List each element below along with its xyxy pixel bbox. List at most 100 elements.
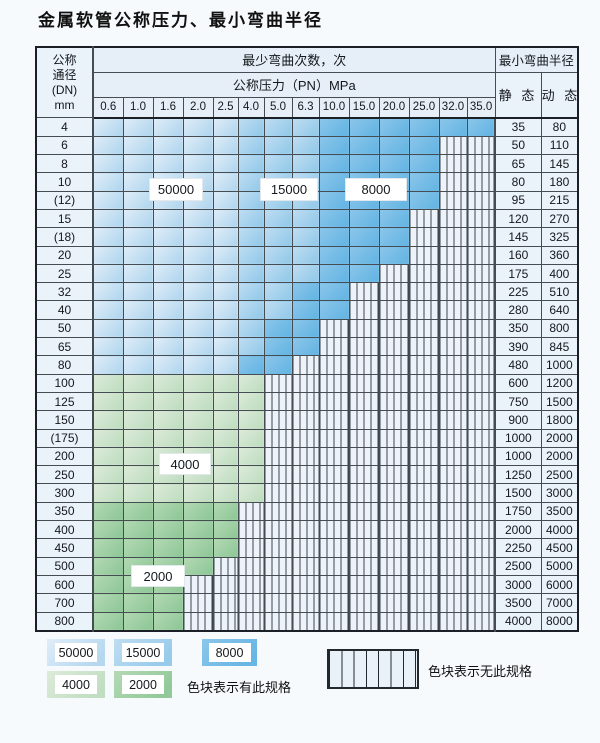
spec-cell-15000 xyxy=(237,208,265,229)
dn-column-header: 公称 通径 (DN) mm xyxy=(35,46,94,118)
no-spec-cell xyxy=(408,611,440,632)
no-spec-cell xyxy=(438,337,468,357)
dn-cell: 6 xyxy=(35,135,94,156)
no-spec-cell xyxy=(466,538,497,558)
no-spec-cell xyxy=(466,611,497,632)
dn-cell: 40 xyxy=(35,300,94,320)
no-spec-cell xyxy=(348,556,380,576)
static-radius-cell: 95 xyxy=(494,190,542,210)
static-radius-cell: 350 xyxy=(494,318,542,339)
spec-cell-50000 xyxy=(212,245,239,265)
no-spec-cell xyxy=(263,446,293,467)
spec-cell-2000 xyxy=(122,538,154,558)
spec-cell-50000 xyxy=(182,227,214,247)
no-spec-cell xyxy=(408,446,440,467)
spec-cell-4000 xyxy=(212,483,239,503)
no-spec-cell xyxy=(408,428,440,448)
static-radius-cell: 1000 xyxy=(494,446,542,467)
spec-cell-50000 xyxy=(152,355,184,375)
no-spec-cell xyxy=(237,556,265,576)
dynamic-radius-cell: 1200 xyxy=(540,373,579,393)
no-spec-cell xyxy=(466,465,497,485)
spec-cell-50000 xyxy=(212,154,239,174)
dn-cell: 20 xyxy=(35,245,94,265)
dn-cell: (18) xyxy=(35,227,94,247)
spec-cell-4000 xyxy=(237,465,265,485)
no-spec-cell xyxy=(438,611,468,632)
spec-cell-4000 xyxy=(182,483,214,503)
spec-cell-50000 xyxy=(122,318,154,339)
no-spec-cell xyxy=(318,574,350,595)
no-spec-cell xyxy=(318,373,350,393)
spec-cell-50000 xyxy=(152,318,184,339)
spec-cell-50000 xyxy=(122,300,154,320)
spec-cell-4000 xyxy=(237,410,265,430)
spec-cell-4000 xyxy=(122,483,154,503)
spec-cell-50000 xyxy=(122,154,154,174)
spec-cell-4000 xyxy=(122,410,154,430)
no-spec-cell xyxy=(438,538,468,558)
spec-cell-15000 xyxy=(237,245,265,265)
pressure-col-header: 2.0 xyxy=(182,96,214,119)
static-radius-cell: 120 xyxy=(494,208,542,229)
spec-cell-15000 xyxy=(263,208,293,229)
spec-cell-8000 xyxy=(291,282,320,302)
dynamic-radius-cell: 2500 xyxy=(540,465,579,485)
spec-cell-50000 xyxy=(122,337,154,357)
spec-cell-4000 xyxy=(212,391,239,412)
spec-cell-4000 xyxy=(237,483,265,503)
spec-cell-4000 xyxy=(152,373,184,393)
spec-cell-8000 xyxy=(318,172,350,192)
no-spec-cell xyxy=(291,611,320,632)
no-spec-cell xyxy=(408,282,440,302)
dynamic-radius-cell: 845 xyxy=(540,337,579,357)
no-spec-cell xyxy=(291,355,320,375)
spec-cell-8000 xyxy=(408,154,440,174)
no-spec-cell xyxy=(348,410,380,430)
spec-cell-8000 xyxy=(318,263,350,284)
no-spec-cell xyxy=(291,373,320,393)
no-spec-cell xyxy=(408,245,440,265)
static-radius-cell: 2500 xyxy=(494,556,542,576)
spec-cell-50000 xyxy=(122,135,154,156)
spec-cell-15000 xyxy=(291,263,320,284)
no-spec-cell xyxy=(318,410,350,430)
no-spec-cell xyxy=(466,446,497,467)
spec-cell-50000 xyxy=(182,337,214,357)
spec-cell-8000 xyxy=(291,337,320,357)
table-row: (175) 1000 2000 xyxy=(35,428,579,448)
spec-cell-4000 xyxy=(152,483,184,503)
spec-cell-50000 xyxy=(92,245,124,265)
spec-cell-4000 xyxy=(212,428,239,448)
spec-cell-2000 xyxy=(152,611,184,632)
spec-cell-8000 xyxy=(318,117,350,137)
no-spec-cell xyxy=(263,501,293,522)
dn-cell: 80 xyxy=(35,355,94,375)
no-spec-cell xyxy=(237,574,265,595)
dynamic-radius-cell: 360 xyxy=(540,245,579,265)
no-spec-cell xyxy=(408,465,440,485)
no-spec-cell xyxy=(182,611,214,632)
dynamic-radius-cell: 325 xyxy=(540,227,579,247)
no-spec-cell xyxy=(378,520,410,540)
table-row: 300 1500 3000 xyxy=(35,483,579,503)
legend-value: 4000 xyxy=(55,675,97,694)
spec-cell-2000 xyxy=(122,611,154,632)
static-radius-cell: 1500 xyxy=(494,483,542,503)
table-row: 150 900 1800 xyxy=(35,410,579,430)
spec-cell-2000 xyxy=(92,593,124,613)
spec-cell-8000 xyxy=(263,318,293,339)
dn-cell: 125 xyxy=(35,391,94,412)
zone-label-15000: 15000 xyxy=(261,179,317,200)
no-spec-cell xyxy=(212,574,239,595)
no-spec-cell xyxy=(438,465,468,485)
spec-cell-15000 xyxy=(263,263,293,284)
no-spec-cell xyxy=(291,391,320,412)
spec-cell-15000 xyxy=(237,263,265,284)
no-spec-cell xyxy=(438,245,468,265)
static-radius-cell: 175 xyxy=(494,263,542,284)
legend-no-spec-swatch xyxy=(327,649,419,689)
static-radius-cell: 3000 xyxy=(494,574,542,595)
no-spec-cell xyxy=(348,446,380,467)
spec-cell-15000 xyxy=(291,245,320,265)
